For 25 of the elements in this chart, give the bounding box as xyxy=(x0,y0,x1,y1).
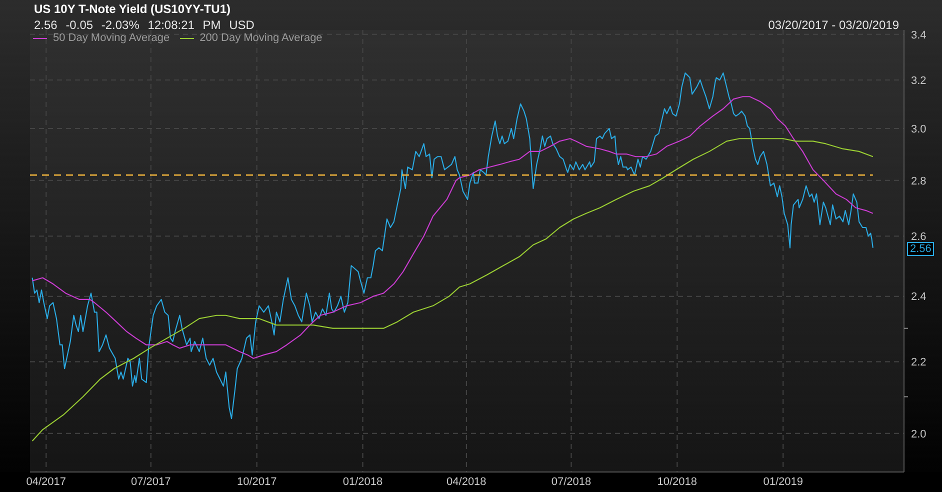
line-series xyxy=(32,96,874,359)
x-tick-label: 07/2017 xyxy=(131,476,171,488)
y-tick-label: 3.0 xyxy=(911,123,926,136)
y-tick-label: 3.4 xyxy=(911,29,926,42)
y-tick-label: 2.6 xyxy=(911,230,926,243)
x-tick-label: 01/2018 xyxy=(342,476,383,488)
x-tick-label: 10/2017 xyxy=(236,476,277,488)
text: 2.56 xyxy=(907,242,934,256)
line-series xyxy=(32,72,874,420)
y-tick-label: 2.4 xyxy=(911,291,926,304)
y-tick-label: 2.8 xyxy=(911,175,926,188)
line-series xyxy=(32,138,874,442)
annotation: 03/20/2017 - 03/20/2019 xyxy=(768,18,899,32)
chart-subtitle: 2.56 -0.05 -2.03% 12:08:21 PM USD xyxy=(34,18,254,32)
x-tick-label: 01/2019 xyxy=(763,476,803,488)
x-tick-label: 04/2017 xyxy=(26,476,66,488)
x-tick-label: 07/2018 xyxy=(551,476,592,488)
y-tick-label: 2.2 xyxy=(911,356,926,369)
y-tick-label: 3.2 xyxy=(911,74,926,87)
y-tick-label: 2.0 xyxy=(911,428,926,440)
x-tick-label: 04/2018 xyxy=(446,476,486,488)
legend-label: 200 Day Moving Average xyxy=(200,32,322,44)
x-tick-label: 10/2018 xyxy=(657,476,698,488)
legend-label: 50 Day Moving Average xyxy=(53,32,170,44)
chart-title: US 10Y T-Note Yield (US10YY-TU1) xyxy=(34,2,231,16)
